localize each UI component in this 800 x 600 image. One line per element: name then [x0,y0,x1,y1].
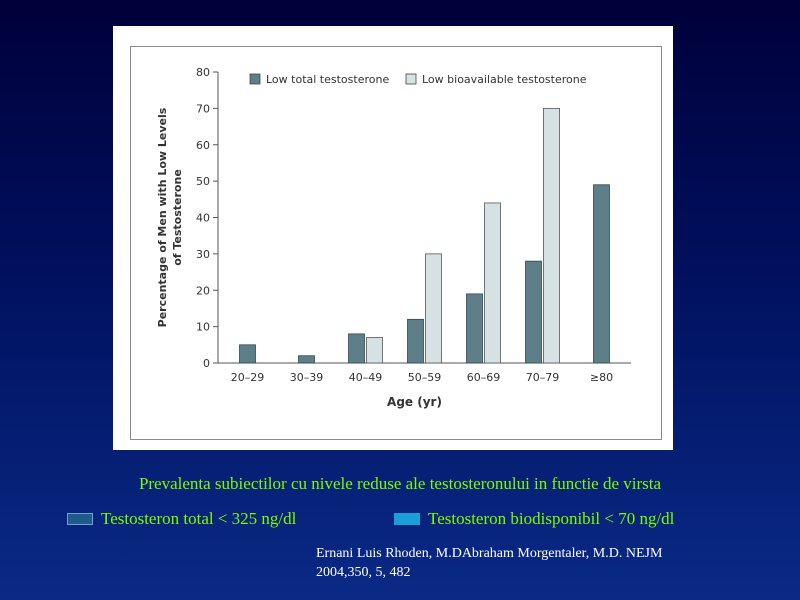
x-axis: 20–29 30–39 40–49 50–59 60–69 70–79 ≥80 [218,362,631,384]
bar-low-total-testosterone [348,333,365,364]
x-tick-label: 30–39 [290,371,324,384]
bar-low-total-testosterone [525,260,542,364]
y-tick-label: 40 [196,212,210,225]
reference-line-1: Ernani Luis Rhoden, M.DAbraham Morgental… [316,546,663,561]
bar-low-total-testosterone [466,293,483,364]
chart-legend-swatch-total [249,73,261,85]
y-axis-label-line-2: of Testosterone [171,169,184,266]
x-tick-label: 50–59 [408,371,442,384]
reference-citation: Ernani Luis Rhoden, M.DAbraham Morgental… [316,544,746,582]
chart-caption: Prevalenta subiectilor cu nivele reduse … [138,474,662,493]
reference-line-2: 2004,350, 5, 482 [316,565,411,580]
y-tick-label: 50 [196,175,210,188]
x-axis-label: Age (yr) [387,395,442,409]
bar-low-total-testosterone [239,344,256,364]
bar-low-total-testosterone [593,184,610,364]
x-tick-label: ≥80 [590,371,613,384]
bar-low-total-testosterone [298,355,315,364]
chart-frame [130,46,662,440]
y-tick-label: 80 [196,66,210,79]
bar-low-bioavailable-testosterone [425,253,442,364]
bars [239,107,610,364]
legend-swatch-total [67,513,93,525]
chart-legend: Low total testosterone Low bioavailable t… [249,73,587,86]
y-axis: 0 10 20 30 40 50 60 70 80 [196,66,219,370]
bar-low-total-testosterone [407,318,424,364]
x-tick-label: 70–79 [526,371,560,384]
chart-legend-swatch-bioavailable [405,73,417,85]
legend-label-total: Testosteron total < 325 ng/dl [101,509,297,528]
y-tick-label: 60 [196,139,210,152]
bar-low-bioavailable-testosterone [484,202,501,364]
legend-item-bioavailable: Testosteron biodisponibil < 70 ng/dl [394,507,674,531]
y-tick-label: 10 [196,321,210,334]
legend-label-bioavailable: Testosteron biodisponibil < 70 ng/dl [428,509,675,528]
chart-legend-label-total: Low total testosterone [266,73,389,86]
legend-swatch-bioavailable [394,513,420,525]
chart-legend-label-bioavailable: Low bioavailable testosterone [422,73,587,86]
y-tick-label: 0 [203,357,210,370]
y-axis-label-line-1: Percentage of Men with Low Levels [156,107,169,327]
bar-low-bioavailable-testosterone [366,337,383,364]
legend-item-total: Testosteron total < 325 ng/dl [67,507,296,531]
y-tick-label: 20 [196,284,210,297]
x-tick-label: 20–29 [231,371,265,384]
x-tick-label: 40–49 [349,371,383,384]
y-tick-label: 30 [196,248,210,261]
y-tick-label: 70 [196,102,210,115]
chart-panel [113,26,673,450]
bar-low-bioavailable-testosterone [543,107,560,364]
x-tick-label: 60–69 [467,371,501,384]
